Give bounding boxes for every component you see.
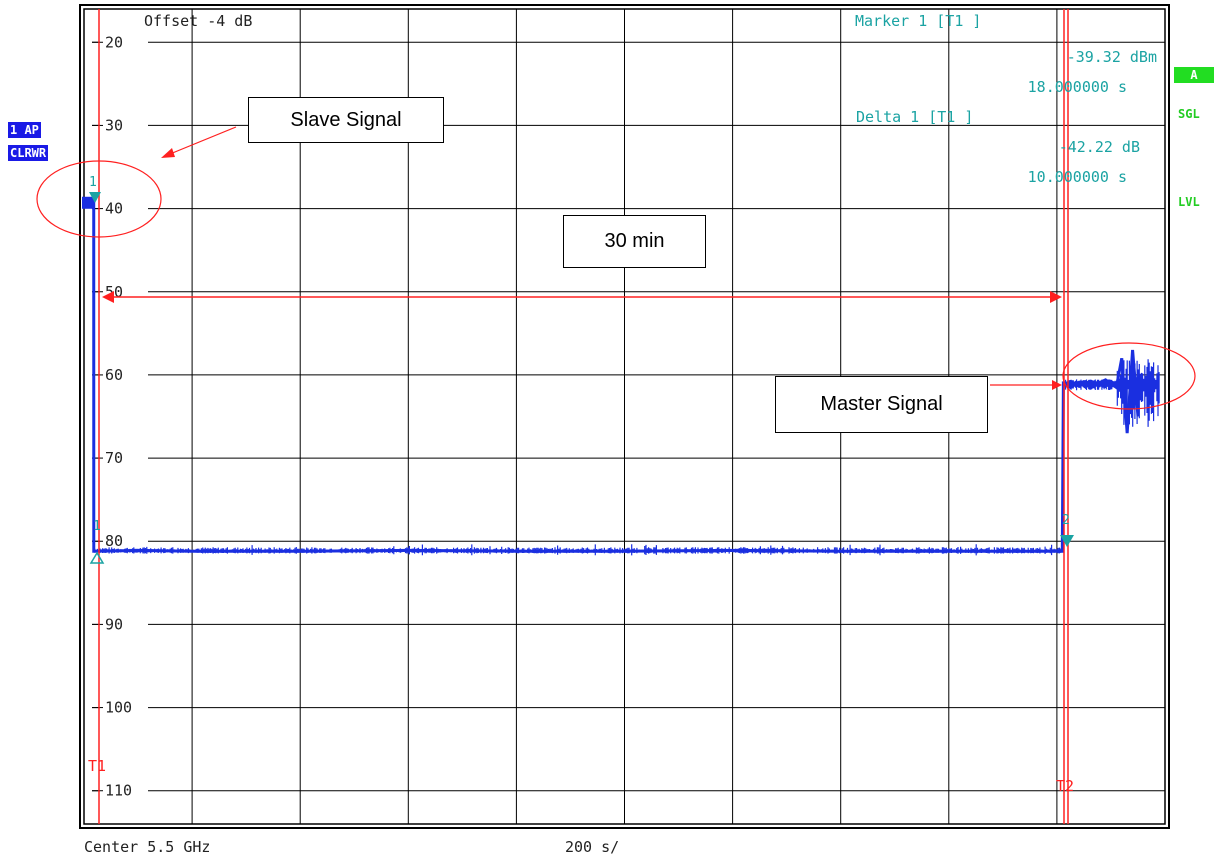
time-per-division-label: 200 s/ xyxy=(565,838,620,856)
sgl-badge: SGL xyxy=(1178,107,1200,121)
y-tick-label: 110 xyxy=(105,782,132,800)
slave-arrow xyxy=(169,126,237,155)
t2-label: T2 xyxy=(1056,777,1074,795)
y-tick-label: 40 xyxy=(105,200,123,218)
offset-label: Offset -4 dB xyxy=(144,12,252,30)
marker-1-triangle xyxy=(89,192,101,203)
y-tick-label: 90 xyxy=(105,615,123,633)
delta-1-number: 1 xyxy=(93,519,101,534)
trace-start-block xyxy=(82,196,94,209)
delta-title: Delta 1 [T1 ] xyxy=(856,108,973,126)
marker-title: Marker 1 [T1 ] xyxy=(855,12,981,30)
tick-label-bg xyxy=(100,615,148,634)
tick-label-bg xyxy=(100,33,148,52)
trace-mode-badge: 1 AP xyxy=(8,122,41,138)
duration-arrow-right-head xyxy=(1050,291,1062,303)
slave-arrow-head xyxy=(161,148,175,158)
plot-frame-outer xyxy=(79,4,1170,829)
marker-2-number: 2 xyxy=(1062,513,1070,528)
duration-arrow-left-head xyxy=(102,291,114,303)
trace-master-burst xyxy=(1062,359,1160,427)
a-badge: A xyxy=(1174,67,1214,83)
tick-label-bg xyxy=(100,449,148,468)
tick-label-bg xyxy=(100,532,148,551)
slave-signal-callout: Slave Signal xyxy=(248,97,444,143)
y-tick-label: 80 xyxy=(105,532,123,550)
y-tick-label: 30 xyxy=(105,116,123,134)
marker-2-triangle xyxy=(1060,535,1074,547)
y-tick-label: 60 xyxy=(105,366,123,384)
tick-label-bg xyxy=(100,199,148,218)
delta-level: -42.22 dB xyxy=(1059,138,1140,156)
tick-label-bg xyxy=(100,116,148,135)
detector-badge: CLRWR xyxy=(8,145,49,161)
marker-1-number: 1 xyxy=(89,175,97,190)
y-tick-label: 100 xyxy=(105,699,132,717)
t1-label: T1 xyxy=(88,757,106,775)
duration-callout: 30 min xyxy=(563,215,706,268)
delta-1-triangle xyxy=(89,551,105,564)
lvl-badge: LVL xyxy=(1178,195,1200,209)
marker-time: 18.000000 s xyxy=(1028,78,1127,96)
delta-time: 10.000000 s xyxy=(1028,168,1127,186)
y-tick-label: 70 xyxy=(105,449,123,467)
master-signal-circle xyxy=(1062,342,1196,410)
tick-label-bg xyxy=(100,781,148,800)
marker-level: -39.32 dBm xyxy=(1067,48,1157,66)
trace-noise-floor xyxy=(94,544,1062,556)
slave-signal-circle xyxy=(36,160,162,238)
tick-label-bg xyxy=(100,698,148,717)
y-tick-label: 20 xyxy=(105,33,123,51)
center-frequency-label: Center 5.5 GHz xyxy=(84,838,211,856)
tick-label-bg xyxy=(100,365,148,384)
trace-1 xyxy=(82,196,1160,556)
master-arrow-head xyxy=(1052,380,1062,390)
master-signal-callout: Master Signal xyxy=(775,376,988,433)
